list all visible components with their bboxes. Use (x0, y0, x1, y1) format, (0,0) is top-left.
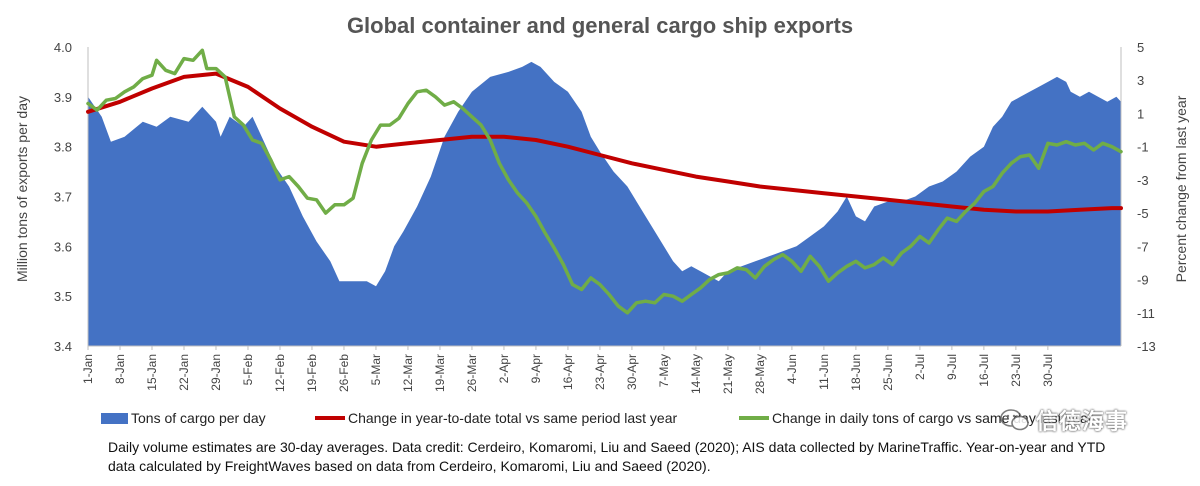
x-tick-label: 19-Feb (305, 354, 319, 392)
y-right-tick-label: -1 (1137, 140, 1149, 155)
y-left-tick-label: 4.0 (54, 40, 72, 55)
x-tick-label: 23-Jul (1009, 354, 1023, 387)
series-line-daily-change (86, 48, 1123, 315)
y-left-tick-label: 3.8 (54, 140, 72, 155)
x-tick-label: 23-Apr (593, 354, 607, 390)
legend: Tons of cargo per day Change in year-to-… (101, 410, 1093, 426)
x-tick-label: 30-Apr (625, 354, 639, 390)
y-left-tick-label: 3.7 (54, 190, 72, 205)
x-tick-label: 5-Mar (369, 354, 383, 385)
caption: Daily volume estimates are 30-day averag… (108, 438, 1168, 476)
x-tick-label: 14-May (689, 354, 703, 394)
caption-line-2: data calculated by FreightWaves based on… (108, 458, 711, 474)
watermark: 信德海事 (1000, 404, 1128, 436)
x-tick-label: 1-Jan (81, 354, 95, 384)
y-axis-right-label: Percent change from last year (1173, 95, 1189, 282)
legend-label-tons: Tons of cargo per day (131, 410, 266, 426)
x-tick-label: 5-Feb (241, 354, 255, 386)
y-right-tick-label: -7 (1137, 239, 1149, 254)
y-right-tick-label: 1 (1137, 106, 1144, 121)
x-tick-label: 26-Feb (337, 354, 351, 392)
wechat-icon (1000, 409, 1029, 431)
x-tick-label: 4-Jun (785, 354, 799, 384)
x-tick-label: 28-May (753, 354, 767, 394)
caption-line-1: Daily volume estimates are 30-day averag… (108, 439, 1106, 455)
y-right-tick-label: -13 (1137, 339, 1156, 354)
x-tick-label: 2-Jul (913, 354, 927, 380)
x-tick-label: 11-Jun (817, 354, 831, 390)
y-left-tick-label: 3.4 (54, 339, 72, 354)
x-tick-label: 7-May (657, 354, 671, 387)
x-tick-label: 21-May (721, 354, 735, 394)
y-right-tick-label: -5 (1137, 206, 1149, 221)
watermark-text: 信德海事 (1036, 409, 1129, 434)
x-tick-label: 29-Jan (209, 354, 223, 391)
x-tick-label: 9-Jul (945, 354, 959, 380)
x-tick-label: 9-Apr (529, 354, 543, 383)
x-tick-label: 15-Jan (145, 354, 159, 391)
y-left-tick-label: 3.9 (54, 90, 72, 105)
x-tick-label: 8-Jan (113, 354, 127, 384)
x-tick-label: 16-Apr (561, 354, 575, 390)
y-right-tick-label: -9 (1137, 273, 1149, 288)
y-right-tick-label: -11 (1137, 306, 1155, 321)
y-right-tick-label: 5 (1137, 40, 1144, 55)
x-tick-label: 12-Feb (273, 354, 287, 392)
x-tick-label: 2-Apr (497, 354, 511, 383)
x-tick-label: 18-Jun (849, 354, 863, 391)
x-tick-label: 12-Mar (401, 354, 415, 392)
legend-label-ytd: Change in year-to-date total vs same per… (348, 410, 678, 426)
legend-swatch-tons (101, 413, 128, 424)
x-tick-label: 25-Jun (881, 354, 895, 391)
y-right-tick-label: 3 (1137, 73, 1144, 88)
y-axis-left-label: Million tons of exports per day (14, 96, 30, 282)
y-left-tick-label: 3.6 (54, 239, 72, 254)
x-tick-label: 22-Jan (177, 354, 191, 391)
series-area-tons (88, 61, 1121, 347)
y-right-tick-label: -3 (1137, 173, 1149, 188)
x-tick-label: 30-Jul (1041, 354, 1055, 387)
x-tick-label: 26-Mar (465, 354, 479, 392)
chart-title: Global container and general cargo ship … (347, 13, 853, 38)
x-tick-label: 16-Jul (977, 354, 991, 387)
y-left-tick-label: 3.5 (54, 289, 72, 304)
x-tick-label: 19-Mar (433, 354, 447, 392)
